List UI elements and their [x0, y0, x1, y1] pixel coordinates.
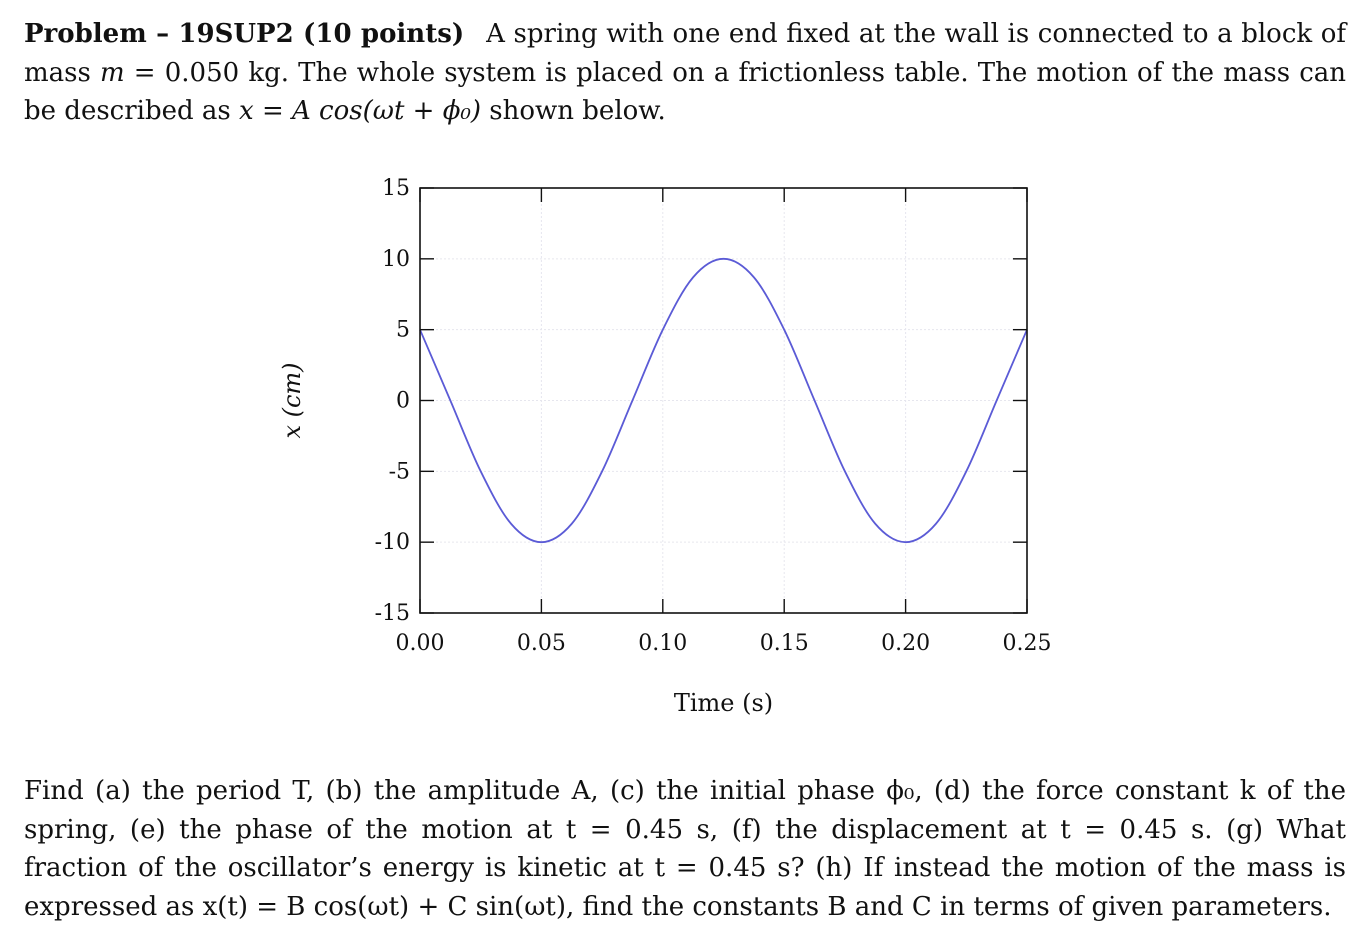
x-tick-label: 0.10 — [638, 631, 687, 656]
x-tick-label: 0.25 — [1003, 631, 1052, 656]
as-text: as — [201, 96, 240, 126]
x-axis-label: Time (s) — [674, 689, 773, 717]
y-tick-label: 5 — [396, 318, 410, 343]
chart-frame — [419, 187, 1028, 614]
mass-value: = 0.050 kg. The whole system is placed o… — [24, 57, 1347, 127]
problem-questions: Find (a) the period T, (b) the amplitude… — [24, 776, 1346, 922]
y-axis-label: x (cm) — [278, 362, 306, 438]
motion-equation: x = A cos(ωt + ϕ₀) — [239, 96, 482, 126]
chart-ticks — [419, 187, 1028, 614]
y-tick-label: 15 — [382, 176, 410, 201]
x-tick-label: 0.20 — [881, 631, 930, 656]
x-tick-label: 0.05 — [517, 631, 566, 656]
y-tick-label: -10 — [375, 530, 410, 555]
problem-intro: Problem – 19SUP2 (10 points) A spring wit… — [24, 15, 1346, 131]
plot-frame — [419, 187, 1028, 614]
y-tick-label: -5 — [389, 459, 410, 484]
x-tick-label: 0.00 — [396, 631, 445, 656]
chart-grid — [419, 187, 1028, 614]
problem-title: Problem – 19SUP2 (10 points) — [24, 19, 465, 49]
problem-statement-2: shown below. — [481, 96, 666, 126]
series-line — [419, 257, 1028, 544]
mass-variable: m — [100, 57, 125, 88]
x-tick-label: 0.15 — [760, 631, 809, 656]
y-tick-label: -15 — [375, 601, 410, 626]
chart-tick-labels: 0.00 0.05 0.10 0.15 0.20 0.25 15 10 5 0 -5 -10 -15 — [375, 176, 1052, 656]
problem-statement-1: A spring with one end fixed at the wall … — [24, 19, 1346, 88]
y-tick-label: 0 — [396, 389, 410, 414]
y-tick-label: 10 — [382, 247, 410, 272]
displacement-time-chart: 0.00 0.05 0.10 0.15 0.20 0.25 15 10 5 0 -5 -10 -15 T… — [278, 176, 1052, 717]
